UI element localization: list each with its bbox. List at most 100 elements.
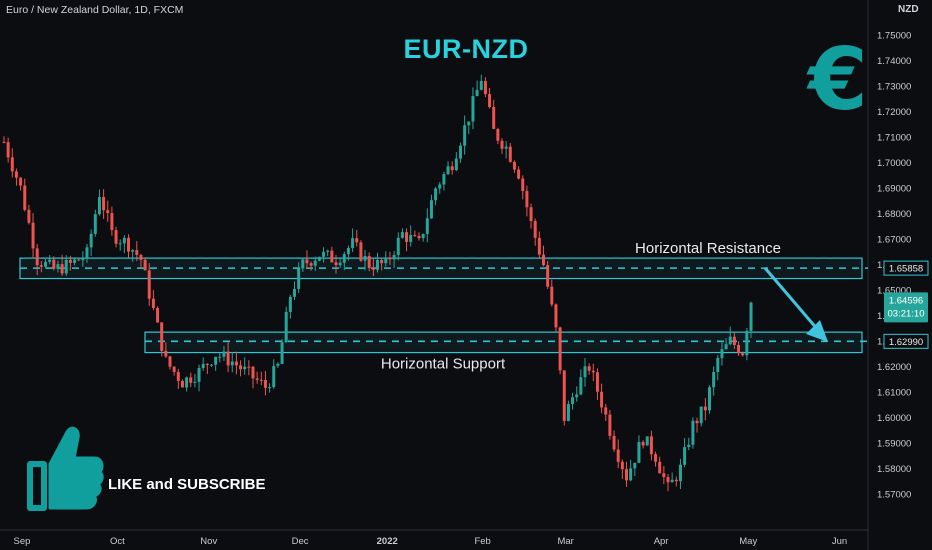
candle-body xyxy=(492,107,496,129)
candle-body xyxy=(662,473,666,478)
candle-body xyxy=(35,248,39,266)
candle-body xyxy=(268,387,272,389)
candle-body xyxy=(405,232,409,242)
x-tick-label: Feb xyxy=(474,536,490,547)
candle-body xyxy=(326,250,330,252)
symbol-description: Euro / New Zealand Dollar, 1D, FXCM xyxy=(6,4,184,16)
candle-body xyxy=(463,125,467,146)
x-tick-label: May xyxy=(739,536,757,547)
candle-body xyxy=(496,128,500,141)
candle-body xyxy=(409,235,413,242)
candle-body xyxy=(156,307,160,323)
candle-body xyxy=(243,366,247,370)
candle-body xyxy=(542,254,545,266)
candle-body xyxy=(185,377,189,388)
x-tick-label: Jun xyxy=(832,536,847,547)
candle-body xyxy=(234,361,238,366)
candle-body xyxy=(595,372,599,392)
candle-body xyxy=(525,190,529,208)
candle-body xyxy=(533,221,537,238)
candle-body xyxy=(355,238,359,243)
candle-body xyxy=(168,356,172,367)
candle-body xyxy=(612,435,616,450)
candle-body xyxy=(222,351,226,357)
candle-body xyxy=(122,237,126,244)
y-tick-label: 1.67000 xyxy=(877,234,911,245)
candle-body xyxy=(14,171,18,178)
euro-icon: € xyxy=(808,30,868,130)
candle-body xyxy=(2,141,6,143)
candle-body xyxy=(255,378,259,380)
candle-body xyxy=(52,259,56,269)
candle-body xyxy=(384,257,388,264)
y-tick-label: 1.75000 xyxy=(877,30,911,41)
candle-body xyxy=(512,161,516,170)
thumbs-up-icon xyxy=(27,426,104,511)
candle-body xyxy=(454,158,458,171)
candle-body xyxy=(6,142,10,158)
candle-body xyxy=(197,368,201,382)
candle-body xyxy=(712,371,716,388)
candle-body xyxy=(708,387,711,411)
x-tick-label: Apr xyxy=(654,536,669,547)
candle-body xyxy=(508,146,512,162)
candle-body xyxy=(189,377,193,383)
candle-body xyxy=(272,365,276,388)
candle-body xyxy=(645,436,649,446)
candle-body xyxy=(434,188,438,201)
candle-body xyxy=(210,364,213,366)
level-price-label: 1.65858 xyxy=(889,264,923,275)
candle-body xyxy=(346,248,350,255)
candle-body xyxy=(616,449,620,462)
candle-body xyxy=(425,218,429,234)
candle-body xyxy=(421,233,425,239)
chart-title: EUR-NZD xyxy=(403,34,529,64)
candle-body xyxy=(280,342,284,364)
candle-body xyxy=(579,377,583,395)
candle-body xyxy=(297,268,301,290)
zone-label: Horizontal Support xyxy=(381,356,506,373)
candle-body xyxy=(392,254,396,260)
x-tick-label: Mar xyxy=(557,536,573,547)
candle-body xyxy=(417,235,421,239)
level-price-label: 1.62990 xyxy=(889,337,923,348)
candle-body xyxy=(322,251,326,257)
candle-body xyxy=(529,207,533,222)
candle-body xyxy=(604,407,608,415)
candle-body xyxy=(575,394,579,398)
candle-body xyxy=(27,209,31,223)
candle-body xyxy=(31,222,35,249)
like-subscribe-text: LIKE and SUBSCRIBE xyxy=(108,476,266,493)
candle-body xyxy=(517,169,521,179)
candle-body xyxy=(131,250,135,252)
candle-body xyxy=(446,166,450,175)
candle-body xyxy=(351,238,355,249)
candle-body xyxy=(44,261,47,267)
candle-body xyxy=(376,260,379,270)
y-tick-label: 1.74000 xyxy=(877,56,911,67)
y-tick-label: 1.61000 xyxy=(877,388,911,399)
candle-body xyxy=(205,363,209,365)
candle-body xyxy=(396,237,400,255)
candle-body xyxy=(143,259,147,271)
candle-body xyxy=(641,442,645,446)
arrow-head xyxy=(806,320,828,342)
candle-body xyxy=(625,469,628,481)
candle-body xyxy=(678,464,682,482)
y-tick-label: 1.57000 xyxy=(877,490,911,501)
candle-body xyxy=(259,379,263,381)
y-tick-label: 1.68000 xyxy=(877,209,911,220)
candle-body xyxy=(367,255,371,268)
y-tick-label: 1.69000 xyxy=(877,183,911,194)
candle-body xyxy=(687,444,691,448)
candle-body xyxy=(554,304,558,328)
candle-body xyxy=(81,258,85,261)
candle-body xyxy=(110,213,114,231)
y-tick-label: 1.70000 xyxy=(877,158,911,169)
y-tick-label: 1.65000 xyxy=(877,286,911,297)
current-price-label: 1.64596 xyxy=(889,295,923,306)
candle-body xyxy=(674,479,678,482)
candle-body xyxy=(151,298,155,308)
